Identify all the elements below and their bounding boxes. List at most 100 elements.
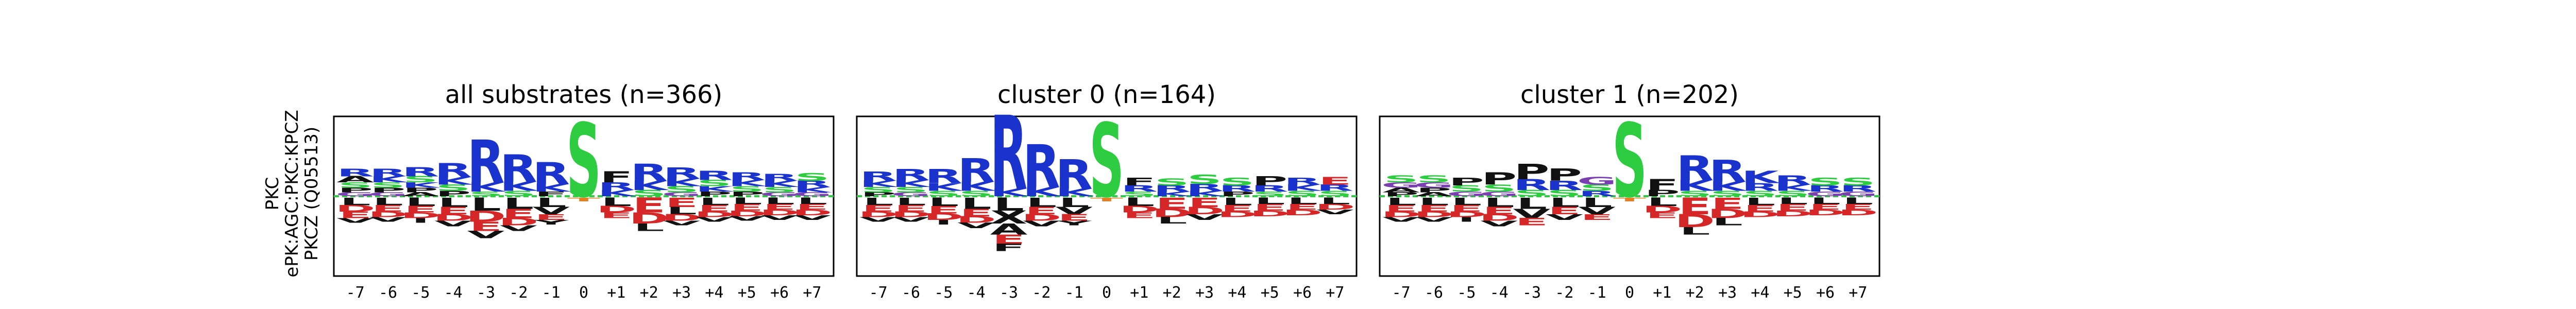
logo-letter-D: D (1381, 210, 1421, 219)
logo-letter-P: P (435, 190, 471, 198)
logo-letter-S: S (1742, 190, 1777, 198)
logo-letter-S: S (632, 188, 667, 198)
logo-letter-E: E (731, 202, 764, 213)
x-tick-label: +6 (770, 284, 789, 302)
logo-letter-P: P (1416, 186, 1452, 194)
logo-letter-S: S (1252, 191, 1287, 198)
logo-letter-V: V (1316, 209, 1354, 216)
x-tick-label: +4 (705, 284, 723, 302)
logo-letters: PSKRLEDVGSKRLEDVSKRLEDISKRLEDVKRLXAEFKRL… (857, 95, 1357, 254)
x-tick-label: -1 (1065, 284, 1083, 302)
logo-letter-K: K (696, 185, 735, 194)
logo-letter-V: V (467, 229, 505, 241)
logo-letter-L: L (1484, 195, 1515, 210)
logo-letter-A: A (1382, 186, 1420, 194)
x-tick-label: -4 (1490, 284, 1509, 302)
logo-letter-E: E (698, 203, 731, 214)
logo-letter-R: R (467, 128, 504, 196)
logo-letter-K: K (761, 179, 801, 189)
x-tick-label: +4 (1228, 284, 1246, 302)
logo-letter-P: P (1547, 165, 1582, 185)
logo-letter-V: V (793, 214, 831, 221)
logo-letter-S: S (1514, 188, 1549, 198)
logo-letter-G: G (335, 191, 375, 197)
logo-letter-L: L (536, 195, 567, 210)
logo-letter-A: A (336, 175, 374, 184)
x-tick-label: +5 (738, 284, 756, 302)
x-tick-label: -2 (1032, 284, 1050, 302)
logo-panel-all-substrates: all substrates (n=366) GPSARLDEVGPSKRLED… (333, 80, 835, 302)
logo-letter-R: R (1121, 184, 1158, 194)
logo-letter-S: S (926, 190, 961, 198)
logo-letter-D: D (368, 210, 408, 219)
logo-letter-K: K (467, 180, 507, 195)
logo-letter-E: E (1679, 193, 1711, 220)
logo-letter-L: L (1287, 196, 1318, 206)
logo-letter-L: L (1059, 195, 1090, 210)
x-tick-label: -6 (379, 284, 397, 302)
logo-letter-D: D (1838, 208, 1878, 217)
logo-letter-R: R (1186, 182, 1223, 193)
logo-letter-E: E (1646, 211, 1679, 220)
logo-letter-L: L (503, 195, 534, 213)
logo-letter-D: D (1315, 203, 1355, 212)
logo-letter-V: V (500, 224, 537, 233)
x-tick-label: -3 (477, 284, 495, 302)
logo-letter-P: P (1219, 191, 1255, 198)
logo-letter-D: D (1740, 210, 1780, 219)
logo-letter-E: E (927, 204, 960, 216)
logo-letter-K: K (1023, 184, 1062, 199)
logo-letter-D: D (1250, 209, 1290, 218)
logo-letter-L: L (405, 196, 436, 209)
logo-letter-A: A (990, 220, 1028, 238)
logo-letter-D: D (1805, 208, 1845, 217)
x-tick-label: +7 (1849, 284, 1867, 302)
logo-letter-R: R (1839, 184, 1876, 194)
logo-letter-S: S (566, 103, 601, 220)
logo-letter-E: E (1123, 211, 1156, 220)
logo-letter-K: K (1284, 183, 1324, 193)
logo-letter-D: D (1642, 204, 1682, 214)
logo-letter-D: D (792, 208, 832, 217)
logo-letter-E: E (1581, 213, 1614, 221)
x-tick-label: -7 (1392, 284, 1411, 302)
logo-letter-L: L (470, 194, 501, 215)
logo-letter-I: I (935, 218, 953, 226)
logo-letter-E: E (1253, 202, 1286, 213)
logo-letter-S: S (501, 190, 536, 198)
logo-letter-L: L (1451, 196, 1482, 208)
logo-letter-L: L (993, 194, 1024, 215)
logo-letter-S: S (893, 185, 928, 194)
logo-letter-E: E (339, 210, 372, 220)
logo-letter-P: P (860, 191, 896, 197)
logo-letter-S: S (338, 181, 373, 190)
logo-letter-K: K (434, 175, 473, 187)
logo-letter-G: G (368, 191, 408, 197)
logo-letter-E: E (1515, 216, 1548, 228)
logo-letter-R: R (1807, 184, 1844, 194)
x-tick-label: 0 (579, 284, 588, 302)
logo-letter-P: P (1645, 188, 1680, 198)
logo-letter-P: P (403, 186, 438, 194)
logo-letter-E: E (371, 203, 404, 214)
logo-letter-P: P (1449, 176, 1484, 188)
logo-letter-V: V (1055, 205, 1093, 217)
x-tick-label: -4 (967, 284, 986, 302)
x-tick-label: -1 (1588, 284, 1606, 302)
logo-letter-K: K (532, 182, 571, 194)
logo-letter-E: E (437, 205, 470, 217)
ylabel-line-3: PKCZ (Q05513) (301, 127, 322, 261)
logo-letter-V: V (1578, 205, 1616, 217)
logo-letter-R: R (859, 169, 896, 184)
logo-letter-K: K (1774, 183, 1814, 193)
logo-letter-L: L (732, 196, 762, 206)
logo-letter-R: R (1513, 176, 1550, 194)
logo-letter-E: E (1711, 195, 1744, 213)
logo-letter-L: L (1319, 196, 1350, 206)
logo-letter-A: A (1415, 191, 1453, 197)
logo-letter-V: V (1513, 207, 1551, 221)
logo-letter-F: F (1123, 176, 1156, 188)
x-tick-label: +4 (1751, 284, 1769, 302)
logo-letter-L: L (1777, 196, 1808, 206)
logo-letter-D: D (1479, 212, 1519, 222)
